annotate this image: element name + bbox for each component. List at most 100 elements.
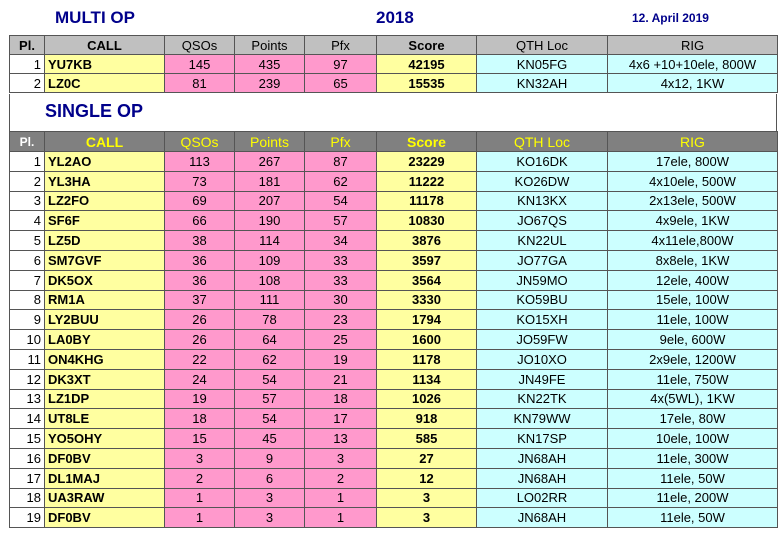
- cell-rig: 4x9ele, 1KW: [607, 210, 778, 232]
- cell-score: 11178: [376, 190, 477, 212]
- cell-rig: 11ele, 50W: [607, 507, 778, 529]
- multi-op-title: MULTI OP: [55, 8, 135, 27]
- cell-points: 54: [234, 368, 305, 390]
- cell-call: YO5OHY: [44, 428, 165, 449]
- cell-score: 23229: [376, 151, 477, 172]
- cell-rig: 10ele, 100W: [607, 428, 778, 449]
- col-header-pl: Pl.: [9, 131, 45, 152]
- cell-pfx: 18: [304, 388, 377, 410]
- cell-pfx: 25: [304, 329, 377, 350]
- cell-pl: 13: [9, 388, 45, 410]
- cell-qsos: 18: [164, 408, 235, 430]
- table-row: 11 ON4KHG 22 62 19 1178 JO10XO 2x9ele, 1200W: [9, 348, 778, 370]
- cell-call: YL3HA: [44, 170, 165, 192]
- cell-points: 108: [234, 269, 305, 291]
- cell-qsos: 19: [164, 388, 235, 410]
- multi-op-table: Pl. CALL QSOs Points Pfx Score QTH Loc R…: [9, 35, 778, 93]
- cell-qsos: 26: [164, 329, 235, 350]
- cell-points: 45: [234, 428, 305, 449]
- cell-pl: 9: [9, 309, 45, 331]
- cell-points: 6: [234, 467, 305, 489]
- table-row: 16 DF0BV 3 9 3 27 JN68AH 11ele, 300W: [9, 447, 778, 469]
- cell-rig: 4x11ele,800W: [607, 230, 778, 251]
- cell-qsos: 1: [164, 507, 235, 529]
- cell-pfx: 62: [304, 170, 377, 192]
- cell-qsos: 26: [164, 309, 235, 331]
- cell-rig: 4x6 +10+10ele, 800W: [607, 54, 778, 74]
- cell-pl: 11: [9, 348, 45, 370]
- cell-score: 1794: [376, 309, 477, 331]
- cell-qth: KN79WW: [476, 408, 608, 430]
- cell-pfx: 65: [304, 73, 377, 93]
- col-header-points: Points: [234, 131, 305, 152]
- cell-qth: KO16DK: [476, 151, 608, 172]
- cell-pfx: 87: [304, 151, 377, 172]
- date-label: 12. April 2019: [632, 11, 709, 25]
- cell-pl: 2: [9, 73, 45, 93]
- cell-pfx: 3: [304, 447, 377, 469]
- cell-points: 9: [234, 447, 305, 469]
- cell-call: SF6F: [44, 210, 165, 232]
- cell-qth: JN68AH: [476, 447, 608, 469]
- cell-qsos: 36: [164, 249, 235, 271]
- year-label: 2018: [376, 8, 414, 27]
- cell-call: ON4KHG: [44, 348, 165, 370]
- cell-points: 3: [234, 507, 305, 529]
- cell-qth: JO77GA: [476, 249, 608, 271]
- cell-score: 10830: [376, 210, 477, 232]
- table-row: 15 YO5OHY 15 45 13 585 KN17SP 10ele, 100W: [9, 428, 778, 449]
- cell-rig: 11ele, 750W: [607, 368, 778, 390]
- cell-call: DL1MAJ: [44, 467, 165, 489]
- cell-points: 181: [234, 170, 305, 192]
- col-header-qsos: QSOs: [164, 35, 235, 55]
- cell-qsos: 22: [164, 348, 235, 370]
- cell-score: 3876: [376, 230, 477, 251]
- cell-rig: 17ele, 80W: [607, 408, 778, 430]
- cell-qsos: 1: [164, 487, 235, 509]
- table-row: 5 LZ5D 38 114 34 3876 KN22UL 4x11ele,800W: [9, 230, 778, 251]
- col-header-score: Score: [376, 131, 477, 152]
- single-header-row: Pl. CALL QSOs Points Pfx Score QTH Loc R…: [9, 131, 778, 152]
- table-row: 2 YL3HA 73 181 62 11222 KO26DW 4x10ele, 500W: [9, 170, 778, 192]
- cell-points: 435: [234, 54, 305, 74]
- cell-pfx: 34: [304, 230, 377, 251]
- cell-pl: 2: [9, 170, 45, 192]
- cell-pl: 15: [9, 428, 45, 449]
- cell-qth: JN68AH: [476, 467, 608, 489]
- table-row: 4 SF6F 66 190 57 10830 JO67QS 4x9ele, 1KW: [9, 210, 778, 232]
- cell-call: LZ1DP: [44, 388, 165, 410]
- cell-pfx: 23: [304, 309, 377, 331]
- cell-pl: 19: [9, 507, 45, 529]
- cell-rig: 17ele, 800W: [607, 151, 778, 172]
- cell-rig: 4x12, 1KW: [607, 73, 778, 93]
- cell-rig: 15ele, 100W: [607, 289, 778, 311]
- cell-score: 1178: [376, 348, 477, 370]
- col-header-call: CALL: [44, 131, 165, 152]
- cell-pl: 8: [9, 289, 45, 311]
- cell-score: 12: [376, 467, 477, 489]
- cell-score: 3: [376, 507, 477, 529]
- cell-pl: 7: [9, 269, 45, 291]
- cell-pl: 1: [9, 151, 45, 172]
- cell-pfx: 54: [304, 190, 377, 212]
- cell-qsos: 2: [164, 467, 235, 489]
- col-header-rig: RIG: [607, 131, 778, 152]
- col-header-pl: Pl.: [9, 35, 45, 55]
- cell-qth: LO02RR: [476, 487, 608, 509]
- cell-call: LZ0C: [44, 73, 165, 93]
- cell-call: UT8LE: [44, 408, 165, 430]
- cell-rig: 4x(5WL), 1KW: [607, 388, 778, 410]
- single-op-table: Pl. CALL QSOs Points Pfx Score QTH Loc R…: [9, 131, 778, 529]
- cell-pfx: 21: [304, 368, 377, 390]
- cell-pl: 5: [9, 230, 45, 251]
- table-row: 19 DF0BV 1 3 1 3 JN68AH 11ele, 50W: [9, 507, 778, 529]
- table-row: 7 DK5OX 36 108 33 3564 JN59MO 12ele, 400W: [9, 269, 778, 291]
- cell-points: 109: [234, 249, 305, 271]
- cell-pfx: 33: [304, 269, 377, 291]
- cell-call: LZ5D: [44, 230, 165, 251]
- cell-points: 78: [234, 309, 305, 331]
- cell-pl: 3: [9, 190, 45, 212]
- cell-call: RM1A: [44, 289, 165, 311]
- report-header: MULTI OP 2018 12. April 2019: [0, 0, 780, 35]
- cell-score: 11222: [376, 170, 477, 192]
